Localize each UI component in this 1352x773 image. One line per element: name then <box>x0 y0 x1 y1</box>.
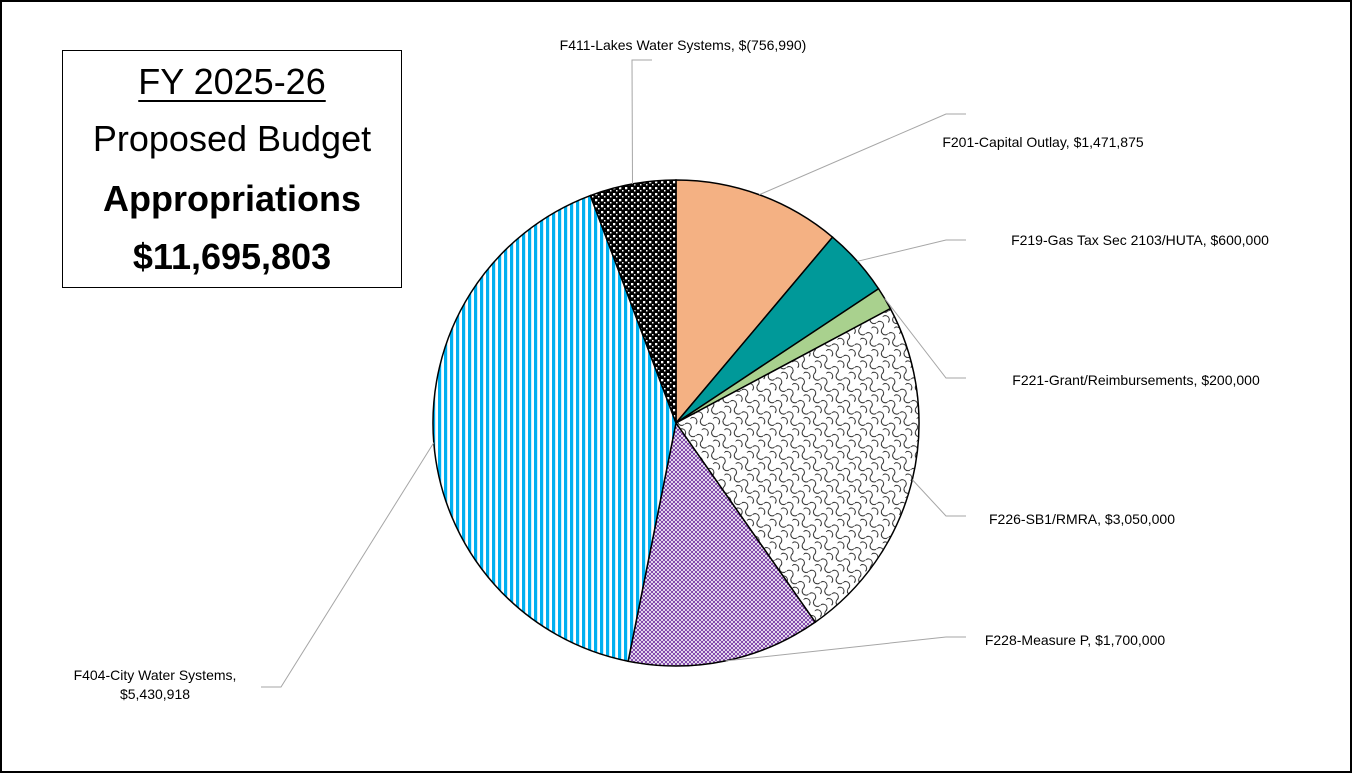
leader-lines <box>261 59 966 688</box>
title-box: FY 2025-26 Proposed Budget Appropriation… <box>62 50 402 288</box>
slice-label-4: F228-Measure P, $1,700,000 <box>985 632 1166 648</box>
leader-line-4 <box>725 636 966 662</box>
fiscal-year-title: FY 2025-26 <box>138 61 326 102</box>
leader-line-6 <box>631 59 652 184</box>
slice-label-3: F226-SB1/RMRA, $3,050,000 <box>989 511 1175 527</box>
slice-label-0: F201-Capital Outlay, $1,471,875 <box>942 134 1144 150</box>
slice-label-6: F411-Lakes Water Systems, $(756,990) <box>560 37 807 53</box>
appropriations-heading: Appropriations <box>103 178 361 219</box>
leader-line-5 <box>261 442 435 688</box>
slice-label-2: F221-Grant/Reimbursements, $200,000 <box>1012 372 1260 388</box>
leader-line-1 <box>857 239 966 262</box>
slice-labels: F201-Capital Outlay, $1,471,875 F219-Gas … <box>74 37 1270 702</box>
slice-label-1: F219-Gas Tax Sec 2103/HUTA, $600,000 <box>1011 232 1269 248</box>
pie-slices <box>432 179 920 667</box>
pie-slice-6 <box>589 179 677 424</box>
leader-line-0 <box>759 113 966 196</box>
total-amount: $11,695,803 <box>132 236 332 277</box>
budget-subtitle: Proposed Budget <box>92 118 372 159</box>
pie-slice-5 <box>432 194 677 663</box>
leader-line-3 <box>911 479 966 517</box>
leader-line-2 <box>884 298 966 379</box>
slice-label-5: F404-City Water Systems, $5,430,918 <box>74 667 237 702</box>
